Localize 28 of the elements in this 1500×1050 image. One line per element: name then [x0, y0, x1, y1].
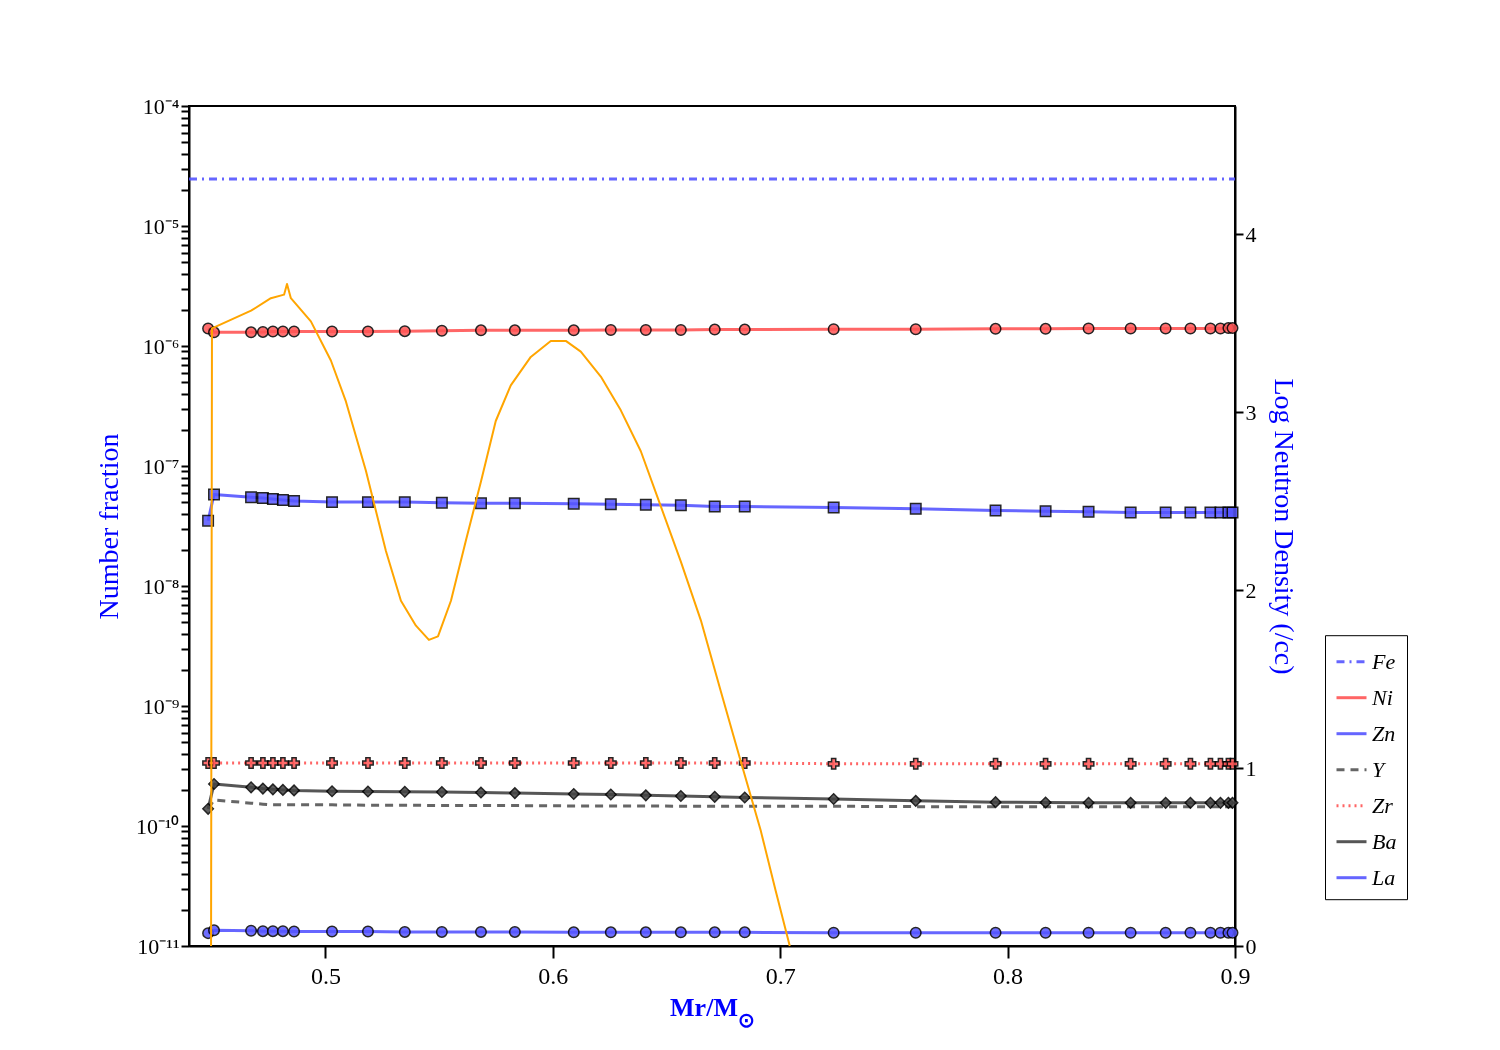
y2-tick-label: 2	[1245, 577, 1257, 603]
y2-tick-label: 1	[1245, 755, 1257, 781]
x-axis-title: Mr/M$_{⊙}$	[670, 992, 755, 1030]
y-tick-label: 10⁻⁶	[142, 333, 180, 359]
x-tick-label: 0.5	[310, 962, 341, 989]
y2-axis-title: Log Neutron Density (/cc)	[1268, 378, 1300, 675]
y-tick-label: 10⁻¹⁰	[135, 813, 180, 839]
y2-tick-label: 0	[1245, 933, 1257, 959]
legend-label: Y	[1372, 756, 1387, 782]
x-tick-label: 0.8	[993, 962, 1024, 989]
y-tick-label: 10⁻⁵	[142, 213, 180, 239]
y-tick-label: 10⁻⁸	[142, 573, 180, 599]
legend-label: Ba	[1372, 828, 1397, 854]
y-tick-label: 10⁻¹¹	[137, 933, 180, 959]
y-tick-label: 10⁻⁹	[142, 693, 180, 719]
y-tick-label: 10⁻⁴	[142, 93, 180, 119]
y2-tick-label: 3	[1245, 399, 1257, 425]
y-axis-title: Number fraction	[92, 433, 124, 620]
y-tick-label: 10⁻⁷	[142, 453, 180, 479]
y2-tick-label: 4	[1245, 221, 1257, 247]
legend-label: Zr	[1372, 792, 1394, 818]
x-tick-label: 0.6	[538, 962, 569, 989]
legend-label: Ni	[1371, 684, 1393, 710]
legend-label: La	[1371, 864, 1396, 890]
legend-label: Zn	[1372, 720, 1396, 746]
x-tick-label: 0.9	[1220, 962, 1251, 989]
x-tick-label: 0.7	[765, 962, 796, 989]
legend-label: Fe	[1371, 648, 1396, 674]
